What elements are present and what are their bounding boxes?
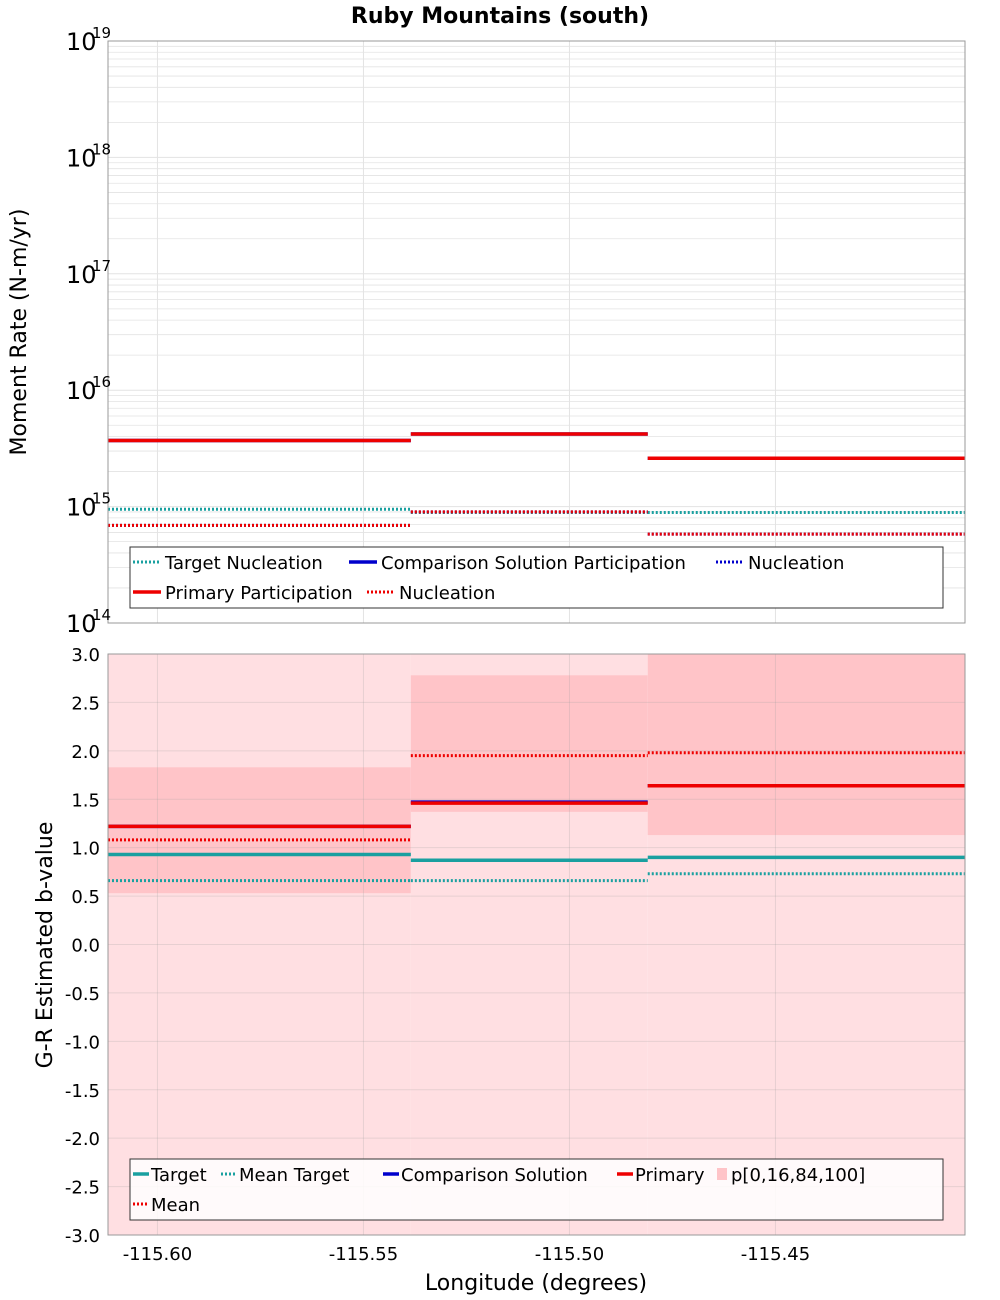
chart-title: Ruby Mountains (south) [351, 4, 649, 29]
bvalue-y-ticks: 3.0 2.5 2.0 1.5 1.0 0.5 0.0 -0.5 -1.0 -1.5 -2.0 -2.… [65, 645, 100, 1247]
x-tick-label: -115.55 [329, 1244, 398, 1265]
x-tick-label: -115.45 [741, 1244, 810, 1265]
bvalue-band-inner [647, 654, 965, 836]
bvalue-y-tick-label: 0.5 [71, 887, 100, 908]
moment-frame [107, 40, 966, 624]
moment-y-tick-exponent: 18 [92, 140, 111, 158]
bvalue-frame [107, 653, 966, 1236]
bvalue-y-tick-label: -3.0 [65, 1226, 100, 1247]
bvalue-series [108, 751, 965, 883]
x-tick-label: -115.60 [123, 1244, 192, 1265]
bvalue-y-tick-label: 2.0 [71, 742, 100, 763]
moment-y-tick-exponent: 19 [92, 24, 111, 42]
moment-y-tick-exponent: 14 [92, 606, 111, 624]
moment-y-tick-base: 10 [66, 144, 97, 172]
bvalue-y-tick-label: 3.0 [71, 645, 100, 666]
bvalue-legend-label: p[0,16,84,100] [731, 1165, 865, 1186]
moment-y-tick-base: 10 [66, 377, 97, 405]
bvalue-y-tick-label: 0.0 [71, 936, 100, 957]
bvalue-y-tick-label: 1.5 [71, 790, 100, 811]
bvalue-y-axis-label: G-R Estimated b-value [33, 822, 58, 1069]
bvalue-y-tick-label: 2.5 [71, 693, 100, 714]
bvalue-panel: 3.0 2.5 2.0 1.5 1.0 0.5 0.0 -0.5 -1.0 -1.5 -2.0 -2.… [33, 645, 966, 1296]
bvalue-legend-label: Mean Target [239, 1165, 349, 1186]
moment-series [108, 432, 965, 536]
bvalue-band-outer [108, 654, 411, 1235]
bvalue-y-tick-label: -1.5 [65, 1081, 100, 1102]
moment-legend-label: Nucleation [399, 583, 495, 604]
moment-legend-label: Nucleation [748, 553, 844, 574]
bvalue-y-tick-label: -0.5 [65, 984, 100, 1005]
bvalue-legend-swatch [717, 1168, 727, 1180]
moment-legend: Target Nucleation Comparison Solution Par… [129, 546, 944, 609]
bvalue-percentile-bands [108, 654, 965, 1235]
bvalue-legend-box [129, 1158, 944, 1221]
moment-y-tick-exponent: 17 [92, 257, 111, 275]
bvalue-y-tick-label: -2.0 [65, 1129, 100, 1150]
moment-legend-box [129, 546, 944, 609]
moment-y-tick-base: 10 [66, 494, 97, 522]
bvalue-legend-label: Mean [151, 1195, 200, 1216]
bvalue-y-tick-label: -2.5 [65, 1178, 100, 1199]
bvalue-y-tick-label: 1.0 [71, 839, 100, 860]
moment-y-tick-exponent: 15 [92, 490, 111, 508]
bvalue-legend-label: Target [150, 1165, 207, 1186]
bvalue-x-ticks: -115.60 -115.55 -115.50 -115.45 [123, 1244, 811, 1265]
moment-grid [108, 41, 965, 624]
moment-y-tick-base: 10 [66, 610, 97, 638]
moment-y-tick-base: 10 [66, 261, 97, 289]
x-tick-label: -115.50 [535, 1244, 604, 1265]
bvalue-band-inner [108, 767, 411, 894]
bvalue-y-tick-label: -1.0 [65, 1032, 100, 1053]
moment-legend-label: Target Nucleation [164, 553, 323, 574]
moment-legend-label: Primary Participation [165, 583, 353, 604]
bvalue-legend-label: Comparison Solution [401, 1165, 588, 1186]
bvalue-legend-label: Primary [635, 1165, 705, 1186]
moment-y-axis-label: Moment Rate (N-m/yr) [7, 209, 32, 456]
moment-y-tick-exponent: 16 [92, 373, 111, 391]
moment-y-tick-base: 10 [66, 28, 97, 56]
x-axis-label: Longitude (degrees) [425, 1271, 647, 1296]
bvalue-legend: Target Mean Target Comparison Solution Prim… [129, 1158, 944, 1221]
moment-plot-area [108, 41, 965, 623]
moment-legend-label: Comparison Solution Participation [381, 553, 686, 574]
bvalue-band-inner [410, 675, 648, 812]
